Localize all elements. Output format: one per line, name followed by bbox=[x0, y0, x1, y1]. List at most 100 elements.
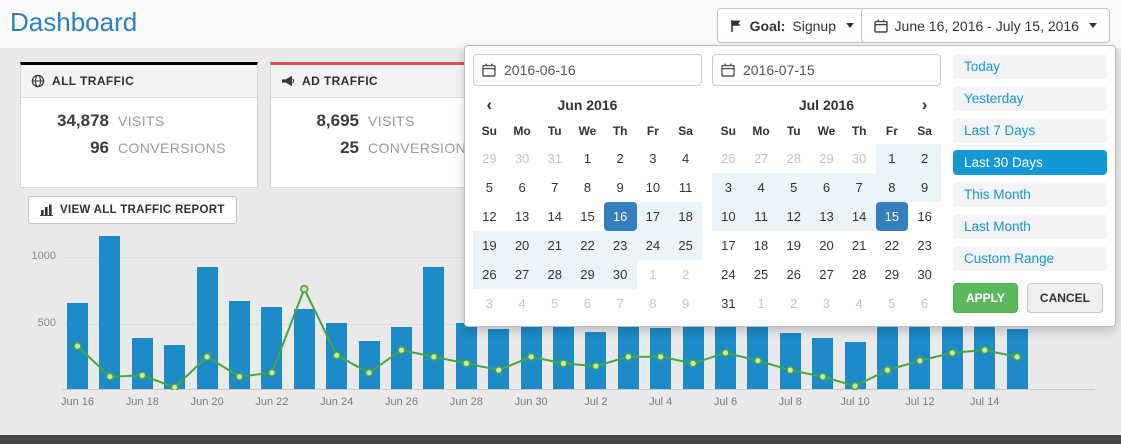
calendar-day[interactable]: 16 bbox=[603, 202, 637, 231]
calendar-day[interactable]: 31 bbox=[721, 296, 736, 311]
calendar-day[interactable]: 8 bbox=[649, 296, 657, 311]
calendar-day[interactable]: 7 bbox=[551, 180, 559, 195]
start-date-input[interactable] bbox=[502, 61, 693, 79]
calendar-day[interactable]: 22 bbox=[571, 231, 604, 260]
calendar-day[interactable]: 4 bbox=[518, 296, 526, 311]
calendar-day[interactable]: 17 bbox=[721, 238, 736, 253]
calendar-day[interactable]: 2 bbox=[681, 267, 690, 282]
calendar-day[interactable]: 24 bbox=[721, 267, 736, 282]
calendar-day[interactable]: 28 bbox=[786, 151, 801, 166]
calendar-day[interactable]: 5 bbox=[777, 173, 811, 202]
calendar-day[interactable]: 27 bbox=[819, 267, 834, 282]
calendar-day[interactable]: 26 bbox=[473, 260, 506, 289]
calendar-day[interactable]: 26 bbox=[786, 267, 801, 282]
calendar-day[interactable]: 29 bbox=[884, 267, 900, 282]
calendar-day[interactable]: 21 bbox=[538, 231, 572, 260]
calendar-day[interactable]: 8 bbox=[875, 173, 909, 202]
calendar-day[interactable]: 25 bbox=[669, 231, 702, 260]
calendar-day[interactable]: 2 bbox=[616, 151, 624, 166]
calendar-day[interactable]: 13 bbox=[810, 202, 843, 231]
calendar-day[interactable]: 14 bbox=[842, 202, 876, 231]
calendar-day[interactable]: 30 bbox=[917, 267, 932, 282]
calendar-day[interactable]: 11 bbox=[744, 202, 778, 231]
calendar-day[interactable]: 31 bbox=[547, 151, 562, 166]
calendar-day[interactable]: 6 bbox=[583, 296, 592, 311]
calendar-day[interactable]: 30 bbox=[603, 260, 637, 289]
range-custom-range[interactable]: Custom Range bbox=[953, 246, 1107, 271]
calendar-day[interactable]: 23 bbox=[917, 238, 932, 253]
calendar-day[interactable]: 26 bbox=[721, 151, 736, 166]
calendar-day[interactable]: 10 bbox=[645, 180, 661, 195]
calendar-day[interactable]: 27 bbox=[505, 260, 539, 289]
calendar-day[interactable]: 9 bbox=[616, 180, 624, 195]
calendar-day[interactable]: 30 bbox=[851, 151, 867, 166]
calendar-day[interactable]: 1 bbox=[757, 296, 765, 311]
calendar-day[interactable]: 4 bbox=[744, 173, 778, 202]
calendar-day[interactable]: 19 bbox=[473, 231, 506, 260]
calendar-day[interactable]: 5 bbox=[888, 296, 896, 311]
range-last-month[interactable]: Last Month bbox=[953, 214, 1107, 239]
calendar-day[interactable]: 20 bbox=[505, 231, 539, 260]
calendar-day[interactable]: 29 bbox=[819, 151, 834, 166]
calendar-day[interactable]: 7 bbox=[842, 173, 876, 202]
calendar-day[interactable]: 1 bbox=[583, 151, 592, 166]
end-date-input[interactable] bbox=[741, 61, 932, 79]
calendar-day[interactable]: 12 bbox=[777, 202, 811, 231]
calendar-day[interactable]: 18 bbox=[753, 238, 769, 253]
calendar-day[interactable]: 15 bbox=[875, 202, 909, 231]
calendar-day[interactable]: 12 bbox=[482, 209, 497, 224]
calendar-day[interactable]: 28 bbox=[851, 267, 867, 282]
calendar-day[interactable]: 30 bbox=[514, 151, 530, 166]
calendar-day[interactable]: 3 bbox=[649, 151, 657, 166]
view-all-traffic-report-button[interactable]: VIEW ALL TRAFFIC REPORT bbox=[28, 196, 237, 224]
calendar-day[interactable]: 14 bbox=[547, 209, 562, 224]
calendar-day[interactable]: 29 bbox=[571, 260, 604, 289]
calendar-day[interactable]: 6 bbox=[810, 173, 843, 202]
daterange-button[interactable]: June 16, 2016 - July 15, 2016 bbox=[860, 8, 1110, 43]
calendar-day[interactable]: 10 bbox=[712, 202, 745, 231]
range-last-7-days[interactable]: Last 7 Days bbox=[953, 118, 1107, 143]
calendar-day[interactable]: 9 bbox=[681, 296, 690, 311]
range-this-month[interactable]: This Month bbox=[953, 182, 1107, 207]
calendar-day[interactable]: 13 bbox=[514, 209, 530, 224]
calendar-day[interactable]: 5 bbox=[485, 180, 493, 195]
calendar-day[interactable]: 3 bbox=[712, 173, 745, 202]
calendar-day[interactable]: 9 bbox=[908, 173, 941, 202]
calendar-day[interactable]: 4 bbox=[855, 296, 863, 311]
calendar-day[interactable]: 2 bbox=[790, 296, 798, 311]
calendar-day[interactable]: 16 bbox=[917, 209, 932, 224]
calendar-day[interactable]: 2 bbox=[908, 144, 941, 173]
calendar-day[interactable]: 29 bbox=[482, 151, 497, 166]
range-yesterday[interactable]: Yesterday bbox=[953, 86, 1107, 111]
calendar-day[interactable]: 18 bbox=[669, 202, 702, 231]
calendar-day[interactable]: 25 bbox=[753, 267, 769, 282]
apply-button[interactable]: APPLY bbox=[953, 283, 1018, 313]
calendar-day[interactable]: 3 bbox=[822, 296, 831, 311]
calendar-day[interactable]: 6 bbox=[518, 180, 526, 195]
calendar-day[interactable]: 23 bbox=[603, 231, 637, 260]
calendar-day[interactable]: 19 bbox=[786, 238, 801, 253]
next-month-icon[interactable]: › bbox=[921, 95, 928, 114]
calendar-day[interactable]: 27 bbox=[753, 151, 769, 166]
range-last-30-days[interactable]: Last 30 Days bbox=[953, 150, 1107, 175]
calendar-day[interactable]: 5 bbox=[551, 296, 559, 311]
calendar-day[interactable]: 28 bbox=[538, 260, 572, 289]
calendar-day[interactable]: 7 bbox=[616, 296, 624, 311]
calendar-day[interactable]: 21 bbox=[851, 238, 867, 253]
calendar-day[interactable]: 8 bbox=[583, 180, 592, 195]
prev-month-icon[interactable]: ‹ bbox=[486, 95, 493, 114]
calendar-day[interactable]: 6 bbox=[920, 296, 929, 311]
calendar-day[interactable]: 17 bbox=[636, 202, 670, 231]
cancel-button[interactable]: CANCEL bbox=[1026, 283, 1103, 313]
calendar-day[interactable]: 22 bbox=[884, 238, 900, 253]
range-today[interactable]: Today bbox=[953, 54, 1107, 79]
goal-selector-button[interactable]: Goal: Signup bbox=[716, 8, 867, 43]
calendar-day[interactable]: 24 bbox=[636, 231, 670, 260]
calendar-day[interactable]: 1 bbox=[875, 144, 909, 173]
calendar-day[interactable]: 4 bbox=[681, 151, 690, 166]
calendar-day[interactable]: 3 bbox=[485, 296, 493, 311]
calendar-day[interactable]: 15 bbox=[580, 209, 595, 224]
calendar-day[interactable]: 20 bbox=[819, 238, 834, 253]
calendar-day[interactable]: 1 bbox=[649, 267, 657, 282]
calendar-day[interactable]: 11 bbox=[678, 180, 693, 195]
